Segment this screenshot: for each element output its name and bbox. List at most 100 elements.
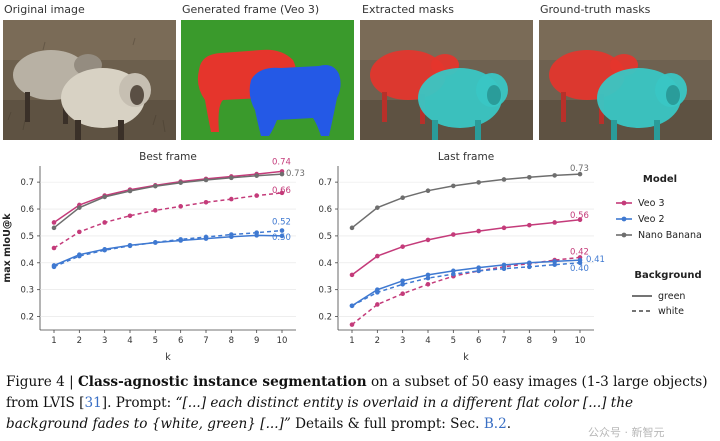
chart2-data-point bbox=[552, 262, 557, 267]
chart2-data-point bbox=[375, 302, 380, 307]
chart2-x-tick-label: 5 bbox=[451, 336, 456, 346]
chart2-y-tick-label: 0.2 bbox=[318, 313, 332, 323]
chart1-x-tick-label: 7 bbox=[203, 336, 208, 346]
chart1-x-tick-label: 6 bbox=[178, 336, 183, 346]
chart2-series-line bbox=[351, 262, 581, 307]
watermark-text: 公众号 · 新智元 bbox=[588, 426, 665, 439]
chart2-data-point bbox=[400, 278, 405, 284]
chart1-data-point bbox=[127, 213, 133, 219]
chart2-series-line bbox=[351, 259, 581, 307]
chart1-y-tick-label: 0.5 bbox=[20, 232, 34, 242]
chart2-data-point bbox=[577, 171, 583, 177]
chart2-data-point bbox=[501, 225, 507, 231]
legend-background-title: Background bbox=[634, 270, 701, 281]
chart2-data-point bbox=[425, 237, 431, 243]
chart2-data-point bbox=[552, 259, 557, 264]
chart1-data-point bbox=[279, 190, 285, 196]
ground-truth-masks-image bbox=[539, 20, 712, 140]
caption-bold-title: Class-agnostic instance segmentation bbox=[77, 374, 367, 390]
chart2-series-line bbox=[351, 173, 581, 229]
chart2-x-label: k bbox=[463, 352, 469, 363]
chart1-y-tick-label: 0.3 bbox=[20, 286, 34, 296]
chart1-series-line bbox=[53, 170, 283, 224]
caption-text-2: ]. Prompt: bbox=[101, 395, 176, 411]
chart1-data-point bbox=[279, 233, 285, 239]
chart2-x-tick-label: 8 bbox=[527, 336, 532, 346]
chart2-data-point bbox=[527, 222, 532, 228]
chart1-x-tick-label: 1 bbox=[51, 336, 56, 346]
chart1-x-tick-label: 9 bbox=[254, 336, 259, 346]
chart1-data-point bbox=[279, 171, 285, 177]
chart2-y-tick-label: 0.5 bbox=[318, 232, 332, 242]
extracted-masks-image bbox=[360, 20, 533, 140]
chart1-y-tick-label: 0.7 bbox=[20, 178, 34, 188]
chart1-data-point bbox=[178, 180, 183, 185]
generated-frame bbox=[181, 20, 354, 140]
legend-item-veo3: Veo 3 bbox=[638, 198, 664, 209]
chart2-data-point bbox=[400, 195, 405, 201]
chart2-data-point bbox=[527, 174, 532, 180]
chart1-end-label: 0.50 bbox=[272, 233, 291, 243]
chart1-x-tick-label: 8 bbox=[229, 336, 234, 346]
chart2-data-point bbox=[425, 275, 431, 281]
chart2-data-point bbox=[501, 266, 507, 272]
caption-ref-b2[interactable]: B.2 bbox=[483, 416, 507, 432]
original-image bbox=[3, 20, 176, 140]
figure-caption: Figure 4 | Class-agnostic instance segme… bbox=[6, 372, 718, 435]
chart2-data-point bbox=[375, 253, 380, 259]
chart1-data-point bbox=[51, 264, 57, 270]
chart2-data-point bbox=[476, 180, 481, 185]
chart1-y-tick-label: 0.4 bbox=[20, 259, 34, 269]
chart2-title: Last frame bbox=[438, 151, 494, 163]
caption-prompt: “[...] each distinct entity is overlaid … bbox=[6, 395, 634, 432]
chart1-data-point bbox=[51, 245, 57, 251]
chart1-y-label: max mIoU@k bbox=[2, 213, 13, 283]
chart1-data-point bbox=[153, 240, 158, 245]
chart2-data-point bbox=[400, 244, 405, 249]
chart2-data-point bbox=[476, 268, 481, 274]
chart2-x-tick-label: 3 bbox=[400, 336, 405, 346]
chart1-data-point bbox=[254, 230, 259, 235]
chart1-data-point bbox=[127, 188, 133, 194]
chart2-data-point bbox=[451, 268, 456, 274]
chart1-y-tick-label: 0.6 bbox=[20, 205, 34, 215]
chart1-series-line bbox=[53, 192, 283, 249]
chart1-data-point bbox=[102, 194, 107, 200]
chart2-end-label: 0.41 bbox=[586, 255, 605, 265]
chart2-end-label: 0.42 bbox=[570, 247, 589, 257]
chart2-data-point bbox=[349, 225, 355, 231]
chart1-title: Best frame bbox=[139, 151, 197, 163]
chart1-end-label: 0.66 bbox=[272, 186, 291, 196]
caption-ref-31[interactable]: 31 bbox=[84, 395, 102, 411]
chart1-x-label: k bbox=[165, 352, 171, 363]
chart1-x-tick-label: 2 bbox=[77, 336, 82, 346]
chart2-y-tick-label: 0.7 bbox=[318, 178, 332, 188]
chart1-data-point bbox=[254, 193, 259, 198]
legend-item-veo2: Veo 2 bbox=[638, 214, 664, 225]
chart2-data-point bbox=[400, 281, 405, 287]
legend-model-title: Model bbox=[643, 174, 677, 185]
charts-area: Best frame 0.2 0.3 0.4 0.5 0.6 0.7 1 2 3 4 5 6 7 8 9 10 k… bbox=[2, 151, 605, 363]
chart1-data-point bbox=[51, 225, 57, 231]
chart1-data-point bbox=[229, 175, 234, 181]
chart1-end-label: 0.52 bbox=[272, 218, 291, 228]
chart1-data-point bbox=[153, 208, 158, 213]
chart1-data-point bbox=[102, 247, 107, 253]
chart2-end-label: 0.40 bbox=[570, 264, 589, 274]
legend: Model Veo 3 Veo 2 Nano Banana Background… bbox=[612, 168, 718, 328]
chart1-data-point bbox=[77, 205, 82, 210]
caption-text-3: Details & full prompt: Sec. bbox=[290, 416, 484, 432]
chart1-data-point bbox=[77, 253, 82, 259]
chart1-y-tick-label: 0.2 bbox=[20, 313, 34, 323]
chart2-data-point bbox=[527, 264, 532, 270]
chart2-data-point bbox=[375, 205, 380, 210]
chart1-end-label: 0.73 bbox=[286, 169, 305, 179]
caption-text-4: . bbox=[506, 416, 512, 432]
chart1-data-point bbox=[127, 243, 133, 249]
chart2-end-label: 0.73 bbox=[570, 164, 589, 174]
caption-text-1: on a subset of 50 easy images (1-3 large… bbox=[6, 374, 708, 411]
chart2-data-point bbox=[451, 232, 456, 237]
chart2-data-point bbox=[349, 272, 355, 278]
chart1-series-line bbox=[53, 173, 283, 229]
chart2-data-point bbox=[375, 290, 380, 295]
